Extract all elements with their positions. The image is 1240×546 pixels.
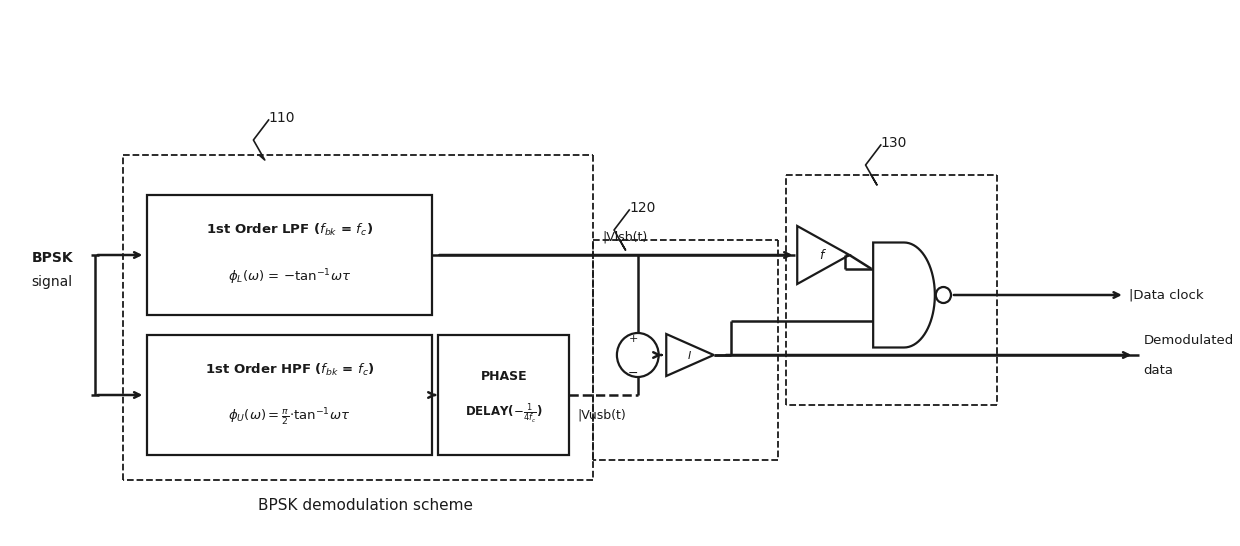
Text: signal: signal bbox=[32, 275, 73, 289]
Text: $\phi_L(\omega)$ = $-$tan$^{-1}\omega\tau$: $\phi_L(\omega)$ = $-$tan$^{-1}\omega\ta… bbox=[228, 267, 351, 287]
Polygon shape bbox=[666, 334, 714, 376]
Text: 1st Order HPF ($f_{bk}$ = $f_c$): 1st Order HPF ($f_{bk}$ = $f_c$) bbox=[205, 362, 374, 378]
Text: 120: 120 bbox=[629, 201, 656, 215]
Text: 110: 110 bbox=[269, 111, 295, 125]
Text: 1st Order LPF ($f_{bk}$ = $f_c$): 1st Order LPF ($f_{bk}$ = $f_c$) bbox=[206, 222, 373, 238]
Text: data: data bbox=[1143, 364, 1173, 377]
Circle shape bbox=[618, 333, 658, 377]
Text: $\phi_U(\omega) = \frac{\pi}{2}$$\cdot$tan$^{-1}\omega\tau$: $\phi_U(\omega) = \frac{\pi}{2}$$\cdot$t… bbox=[228, 406, 351, 428]
Text: 130: 130 bbox=[880, 136, 908, 150]
Text: $\it{I}$: $\it{I}$ bbox=[687, 349, 692, 361]
Text: −: − bbox=[627, 366, 639, 379]
Text: |Vlsb(t): |Vlsb(t) bbox=[603, 230, 649, 244]
Polygon shape bbox=[873, 242, 935, 347]
Polygon shape bbox=[797, 226, 849, 284]
Polygon shape bbox=[439, 335, 569, 455]
Circle shape bbox=[936, 287, 951, 303]
Text: PHASE: PHASE bbox=[481, 371, 527, 383]
Text: +: + bbox=[629, 334, 637, 344]
Polygon shape bbox=[148, 335, 432, 455]
Text: DELAY($-\frac{1}{4f_c}$): DELAY($-\frac{1}{4f_c}$) bbox=[465, 401, 543, 425]
Text: BPSK: BPSK bbox=[31, 251, 73, 265]
Text: |Data clock: |Data clock bbox=[1130, 288, 1204, 301]
Text: BPSK demodulation scheme: BPSK demodulation scheme bbox=[258, 497, 472, 513]
Text: |Vusb(t): |Vusb(t) bbox=[577, 408, 626, 422]
Polygon shape bbox=[148, 195, 432, 315]
Text: Demodulated: Demodulated bbox=[1143, 334, 1234, 347]
Text: $\it{f}$: $\it{f}$ bbox=[820, 248, 827, 262]
